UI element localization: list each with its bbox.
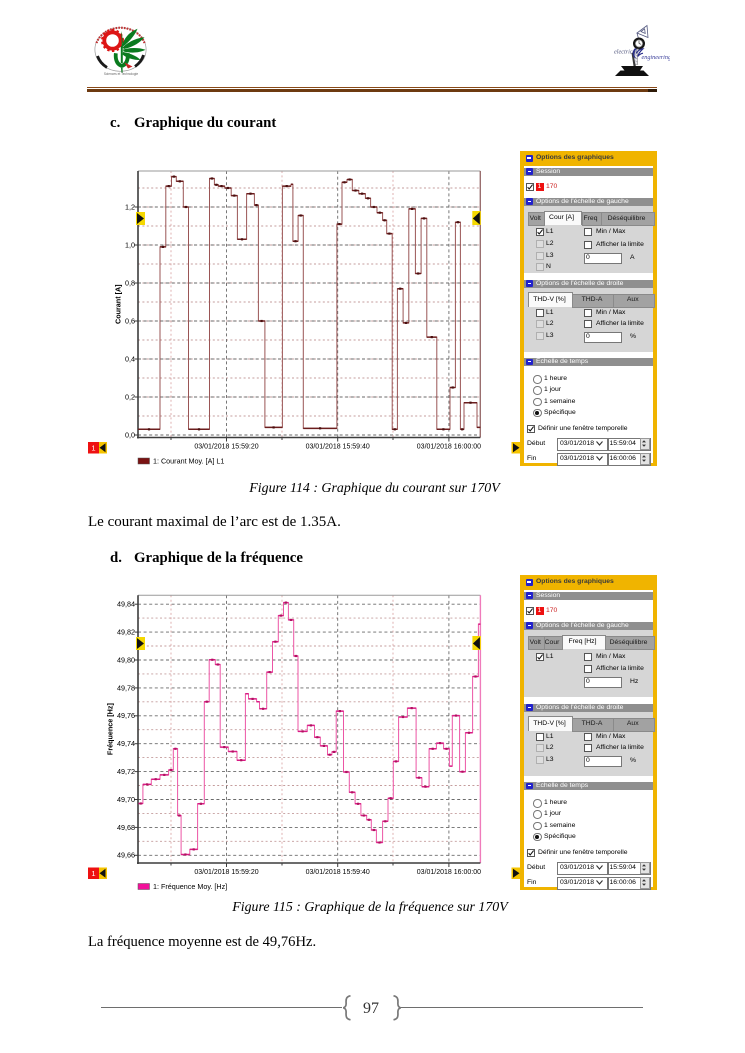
svg-text:49,84: 49,84 <box>117 600 135 609</box>
svg-text:1: 1 <box>91 444 95 453</box>
svg-text:49,72: 49,72 <box>117 767 135 776</box>
svg-text:49,70: 49,70 <box>117 795 135 804</box>
svg-text:03/01/2018 15:59:40: 03/01/2018 15:59:40 <box>306 444 370 451</box>
svg-text:49,74: 49,74 <box>117 739 135 748</box>
svg-text:49,76: 49,76 <box>117 711 135 720</box>
svg-text:0,6: 0,6 <box>125 316 135 325</box>
svg-text:03/01/2018 16:00:00: 03/01/2018 16:00:00 <box>417 444 481 451</box>
svg-text:49,82: 49,82 <box>117 628 135 637</box>
svg-text:1,0: 1,0 <box>125 240 135 249</box>
svg-text:03/01/2018 16:00:00: 03/01/2018 16:00:00 <box>417 869 481 876</box>
svg-text:03/01/2018 15:59:20: 03/01/2018 15:59:20 <box>194 869 258 876</box>
svg-text:1: Fréquence Moy. [Hz]: 1: Fréquence Moy. [Hz] <box>153 882 227 891</box>
svg-text:49,80: 49,80 <box>117 655 135 664</box>
svg-text:49,78: 49,78 <box>117 683 135 692</box>
svg-text:Fréquence [Hz]: Fréquence [Hz] <box>106 703 115 755</box>
svg-text:Sciences et Technologie: Sciences et Technologie <box>104 72 139 76</box>
svg-text:49,68: 49,68 <box>117 823 135 832</box>
svg-text:03/01/2018 15:59:40: 03/01/2018 15:59:40 <box>306 869 370 876</box>
svg-text:1: 1 <box>91 869 95 878</box>
svg-text:engineering: engineering <box>642 54 671 61</box>
svg-text:49,66: 49,66 <box>117 851 135 860</box>
svg-text:Courant [A]: Courant [A] <box>114 284 123 324</box>
svg-text:0,4: 0,4 <box>125 354 135 363</box>
svg-text:0,2: 0,2 <box>125 392 135 401</box>
svg-text:1,2: 1,2 <box>125 202 135 211</box>
svg-text:0,0: 0,0 <box>125 430 135 439</box>
svg-text:1: Courant Moy. [A] L1: 1: Courant Moy. [A] L1 <box>153 457 224 466</box>
svg-text:03/01/2018 15:59:20: 03/01/2018 15:59:20 <box>194 444 258 451</box>
svg-text:0,8: 0,8 <box>125 278 135 287</box>
svg-text:electrical: electrical <box>614 49 638 56</box>
